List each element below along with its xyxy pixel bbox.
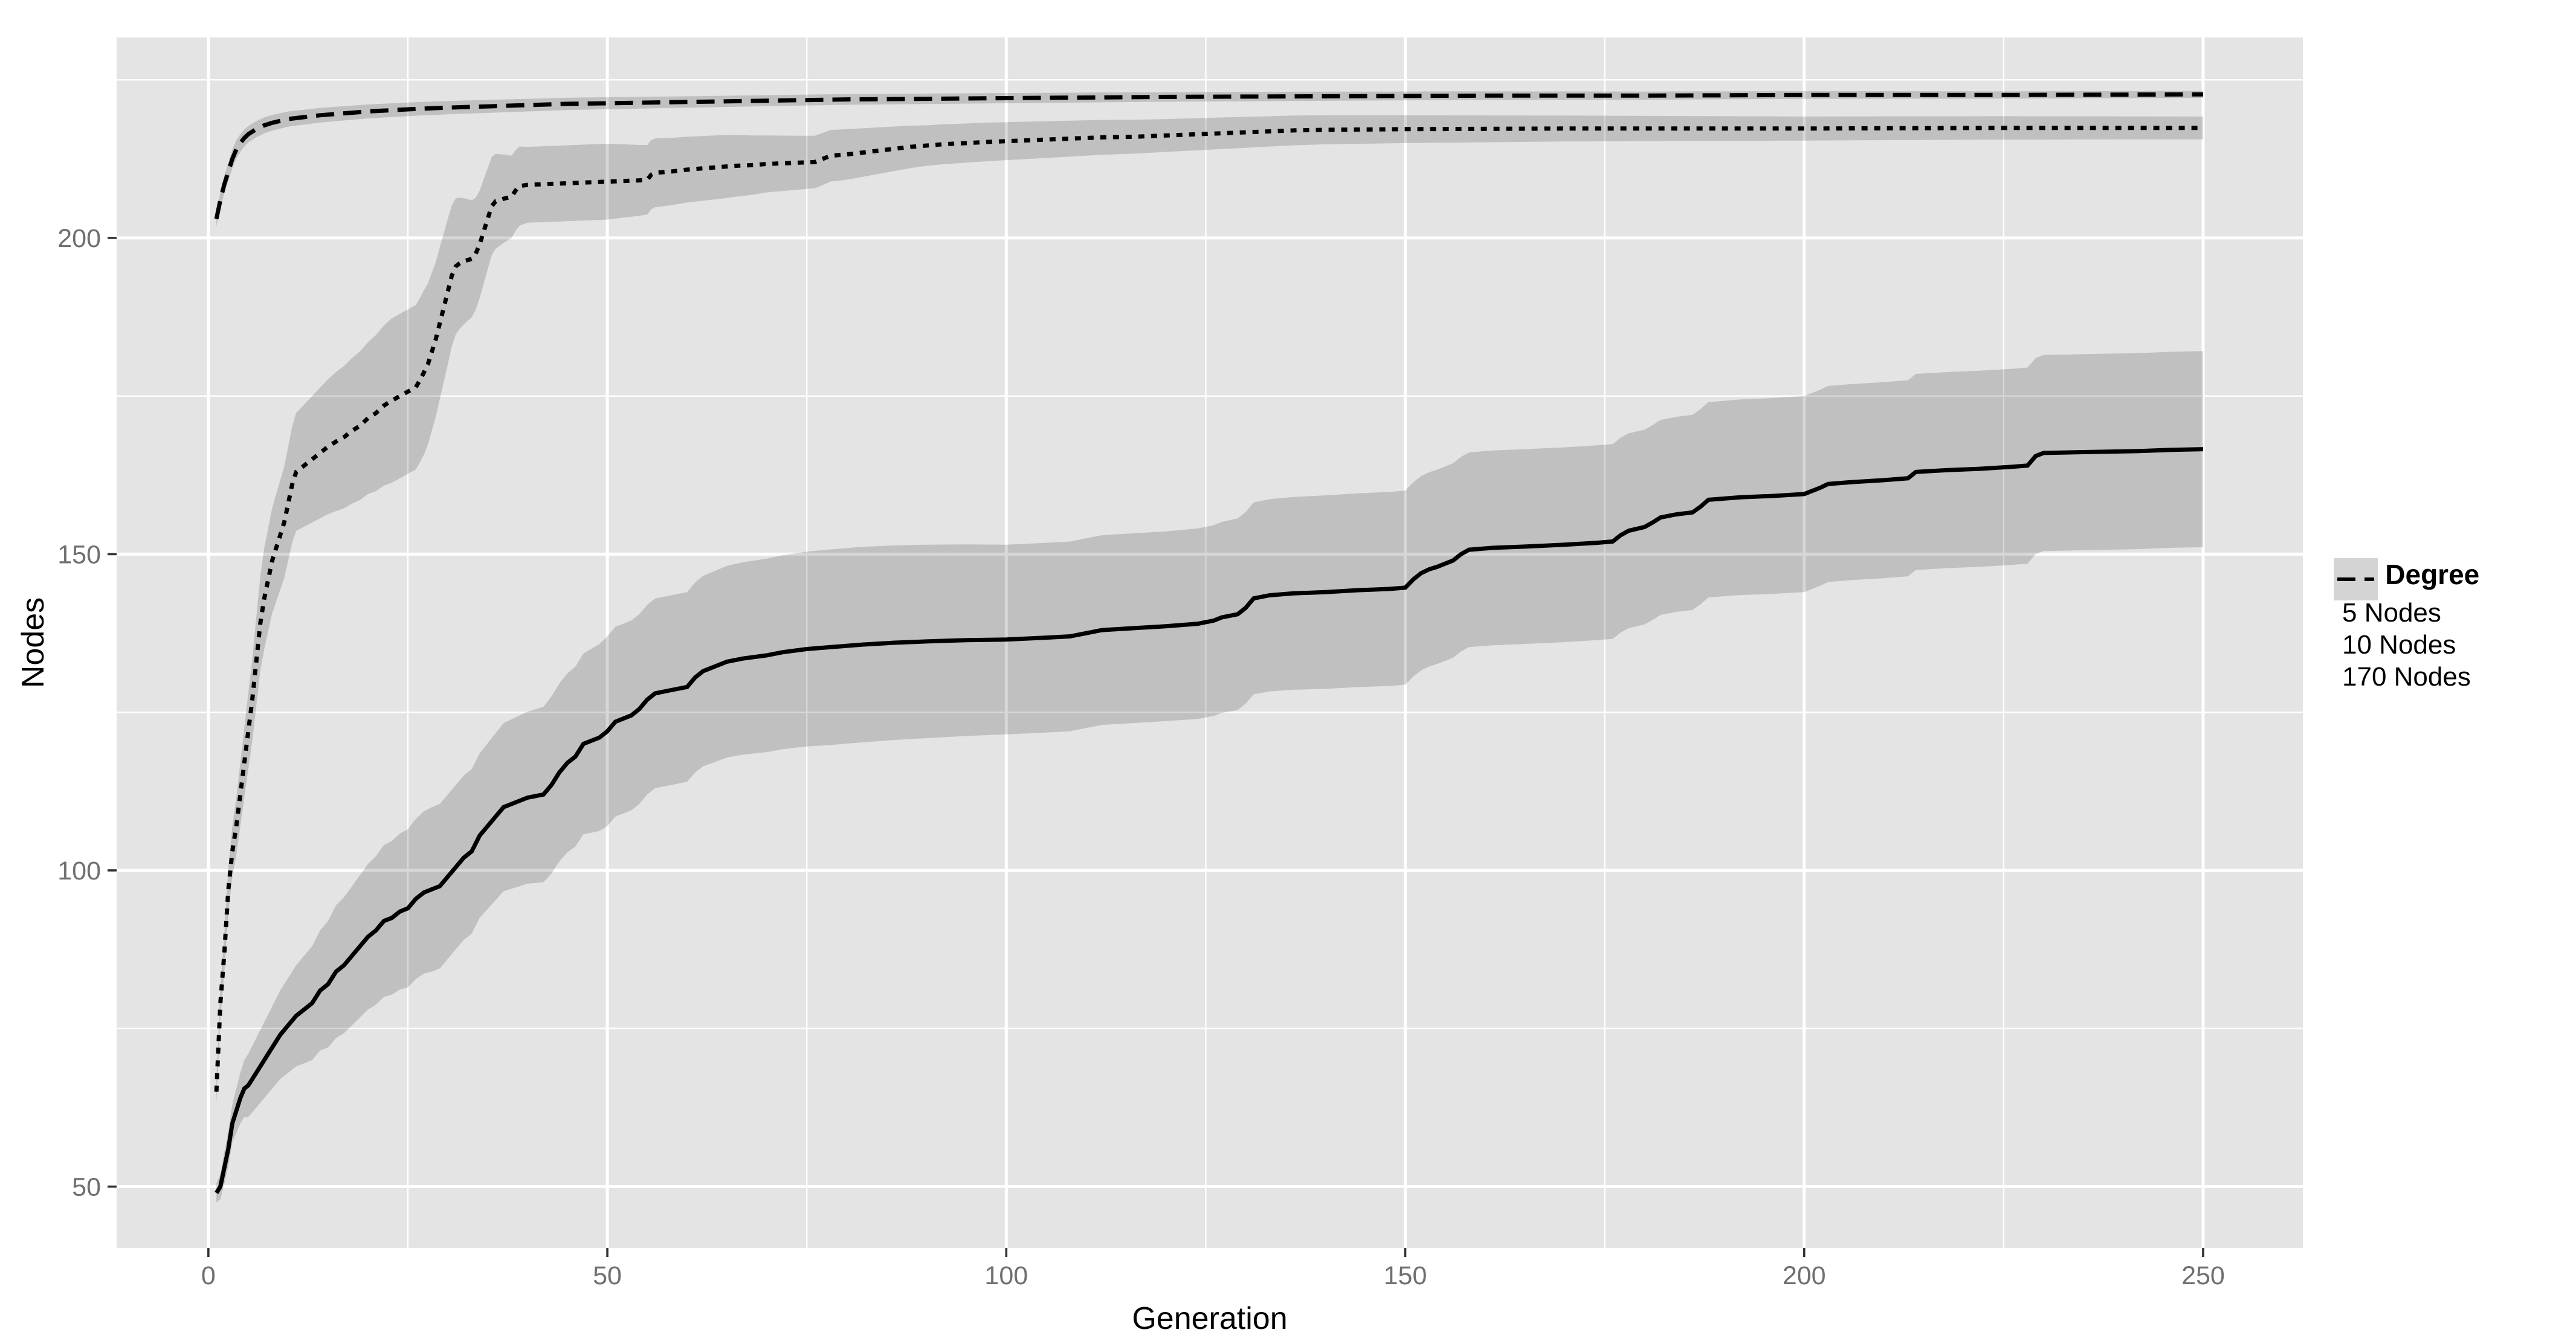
legend-label: 170 Nodes — [2342, 662, 2471, 692]
legend-item-10-nodes: 10 Nodes — [2334, 558, 2479, 660]
svg-text:0: 0 — [201, 1261, 216, 1290]
confidence-ribbons — [216, 91, 2203, 1203]
svg-text:50: 50 — [72, 1172, 101, 1201]
legend-item-170-nodes: 170 Nodes — [2334, 558, 2479, 692]
legend-item-5-nodes: 5 Nodes — [2334, 558, 2479, 628]
series-lines — [214, 92, 2203, 1194]
svg-text:100: 100 — [57, 857, 101, 886]
x-axis-title: Generation — [1132, 1301, 1287, 1336]
svg-text:200: 200 — [1783, 1261, 1826, 1290]
legend: 1st Degree 5 Nodes 10 Nodes 170 Nodes — [2334, 558, 2480, 694]
y-axis-tick-labels: 50 100 150 200 — [57, 224, 101, 1202]
svg-text:150: 150 — [1384, 1261, 1427, 1290]
svg-text:200: 200 — [57, 224, 101, 253]
svg-text:100: 100 — [984, 1261, 1028, 1290]
legend-key-dashed-line-icon — [2334, 558, 2378, 600]
svg-text:250: 250 — [2181, 1261, 2225, 1290]
y-axis-title: Nodes — [16, 597, 51, 688]
major-gridlines — [117, 37, 2303, 1248]
legend-label: 5 Nodes — [2342, 598, 2441, 628]
svg-text:150: 150 — [57, 540, 101, 569]
x-axis-tick-labels: 0 50 100 150 200 250 — [201, 1261, 2225, 1290]
axis-tick-marks — [108, 237, 2204, 1257]
legend-label: 10 Nodes — [2342, 630, 2456, 660]
svg-text:50: 50 — [593, 1261, 622, 1290]
